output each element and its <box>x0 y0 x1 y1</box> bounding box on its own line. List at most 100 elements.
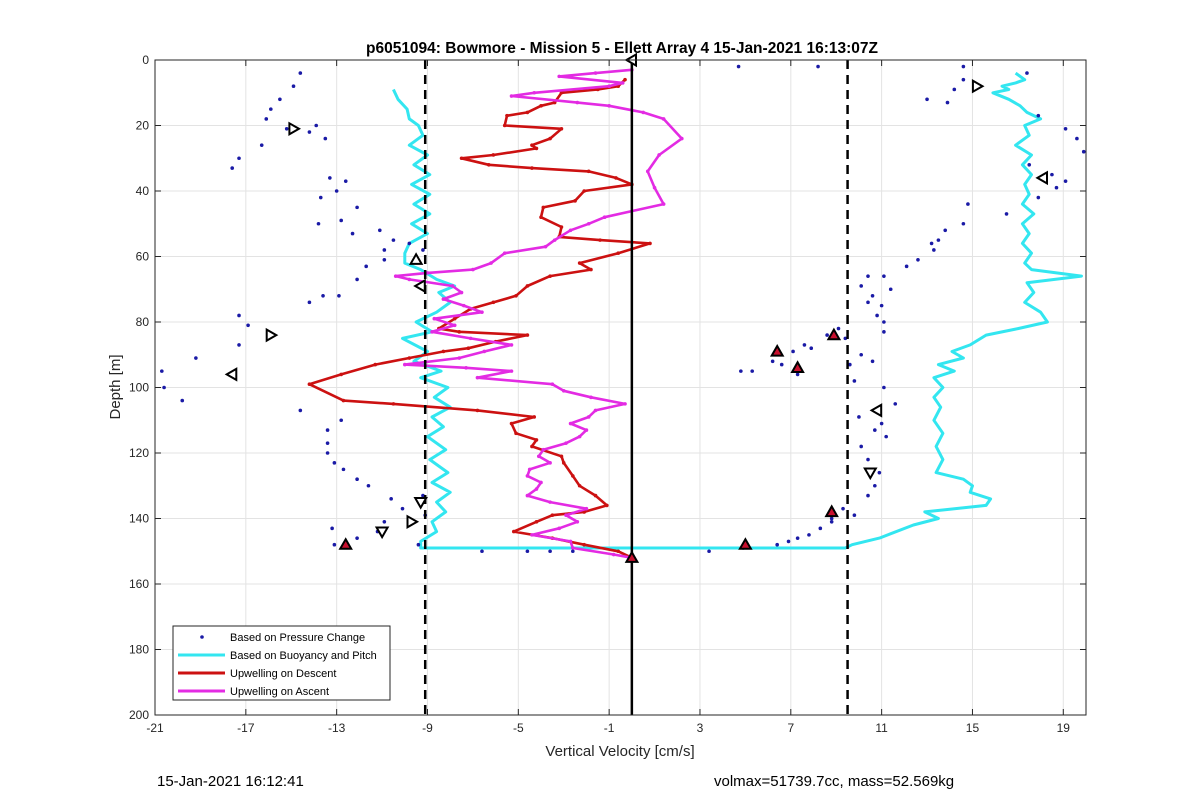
series-point <box>573 199 577 203</box>
series-point <box>548 500 552 504</box>
pressure-point <box>421 493 425 498</box>
pressure-point <box>366 483 371 488</box>
series-point <box>457 356 462 360</box>
series-point <box>534 519 539 524</box>
y-tick-label: 200 <box>129 708 149 722</box>
pressure-point <box>884 434 888 439</box>
pressure-point <box>770 359 775 364</box>
series-point <box>541 205 546 210</box>
pressure-point <box>1050 172 1054 177</box>
series-point <box>525 333 530 337</box>
series-point <box>468 336 473 341</box>
pressure-point <box>314 123 319 128</box>
pressure-point <box>325 451 330 455</box>
pressure-point <box>825 333 829 337</box>
triangle-marker <box>790 360 805 373</box>
series-point <box>568 421 573 426</box>
pressure-point <box>328 176 332 180</box>
series-point <box>430 330 434 334</box>
pressure-point <box>943 228 948 233</box>
pressure-point <box>230 166 235 170</box>
pressure-point <box>852 379 857 383</box>
pressure-point <box>355 477 359 482</box>
start-timestamp: 15-Jan-2021 16:12:41 <box>157 773 304 790</box>
pressure-point <box>291 84 296 88</box>
pressure-point <box>298 71 303 75</box>
triangle-marker <box>869 403 883 418</box>
glider-stats: volmax=51739.7cc, mass=52.569kg <box>714 773 955 790</box>
series-point <box>589 395 593 400</box>
pressure-point <box>859 284 863 288</box>
pressure-point <box>237 343 241 347</box>
pressure-point <box>421 248 425 252</box>
legend-label: Upwelling on Descent <box>230 668 336 680</box>
series-point <box>548 461 552 465</box>
pressure-point <box>400 506 405 511</box>
triangle-marker <box>413 278 426 294</box>
pressure-point <box>246 323 250 328</box>
pressure-point <box>882 330 886 334</box>
pressure-point <box>332 461 337 465</box>
pressure-point <box>316 221 321 226</box>
pressure-point <box>866 457 870 462</box>
series-point <box>586 169 591 174</box>
pressure-point <box>350 231 355 236</box>
series-point <box>532 415 537 419</box>
series-point <box>391 402 396 406</box>
series-point <box>577 261 582 265</box>
triangle-marker <box>265 327 279 343</box>
series-point <box>536 454 541 459</box>
pressure-point <box>961 64 966 69</box>
pressure-point <box>961 221 966 226</box>
pressure-point <box>829 519 834 524</box>
series-point <box>543 244 548 249</box>
y-tick-label: 20 <box>136 119 150 133</box>
pressure-point <box>802 343 807 347</box>
y-tick-label: 0 <box>142 53 149 67</box>
y-axis-label: Depth [m] <box>107 354 124 419</box>
series-point <box>559 126 564 131</box>
pressure-point <box>818 526 823 531</box>
series-point <box>561 461 566 465</box>
series-point <box>645 169 650 174</box>
series-point <box>532 90 537 95</box>
series-point <box>482 349 487 354</box>
pressure-point <box>194 356 198 360</box>
pressure-point <box>1081 149 1086 154</box>
pressure-point <box>337 294 341 298</box>
pressure-point <box>809 346 814 351</box>
triangle-marker <box>413 497 428 510</box>
pressure-point <box>1004 212 1009 216</box>
series-point <box>441 297 446 301</box>
series-point <box>534 438 539 442</box>
y-tick-label: 120 <box>129 446 149 460</box>
series-point <box>539 480 543 485</box>
pressure-point <box>378 228 382 233</box>
series-point <box>661 117 666 121</box>
pressure-point <box>841 506 845 511</box>
series-point <box>616 251 621 256</box>
x-tick-label: -21 <box>146 721 164 735</box>
series-point <box>598 238 602 242</box>
series-point <box>548 274 552 278</box>
pressure-point <box>859 352 863 357</box>
pressure-point <box>739 369 743 373</box>
pressure-point <box>160 369 164 373</box>
series-point <box>475 408 480 413</box>
series-point <box>339 372 344 377</box>
series-point <box>614 176 618 180</box>
pressure-point <box>330 526 334 531</box>
series-point <box>648 241 652 246</box>
x-tick-label: 19 <box>1057 721 1071 735</box>
series-point <box>571 546 575 550</box>
pressure-point <box>866 274 870 278</box>
series-0 <box>160 64 1086 554</box>
series-layer <box>160 64 1086 560</box>
pressure-point <box>1054 185 1059 190</box>
series-point <box>452 323 457 328</box>
pressure-point <box>736 64 741 69</box>
series-point <box>452 316 457 321</box>
axis-ticks: -21 -17 -13 -9 -5 -1 3 7 11 15 1902040608010012014… <box>129 53 1086 735</box>
series-point <box>616 549 621 554</box>
